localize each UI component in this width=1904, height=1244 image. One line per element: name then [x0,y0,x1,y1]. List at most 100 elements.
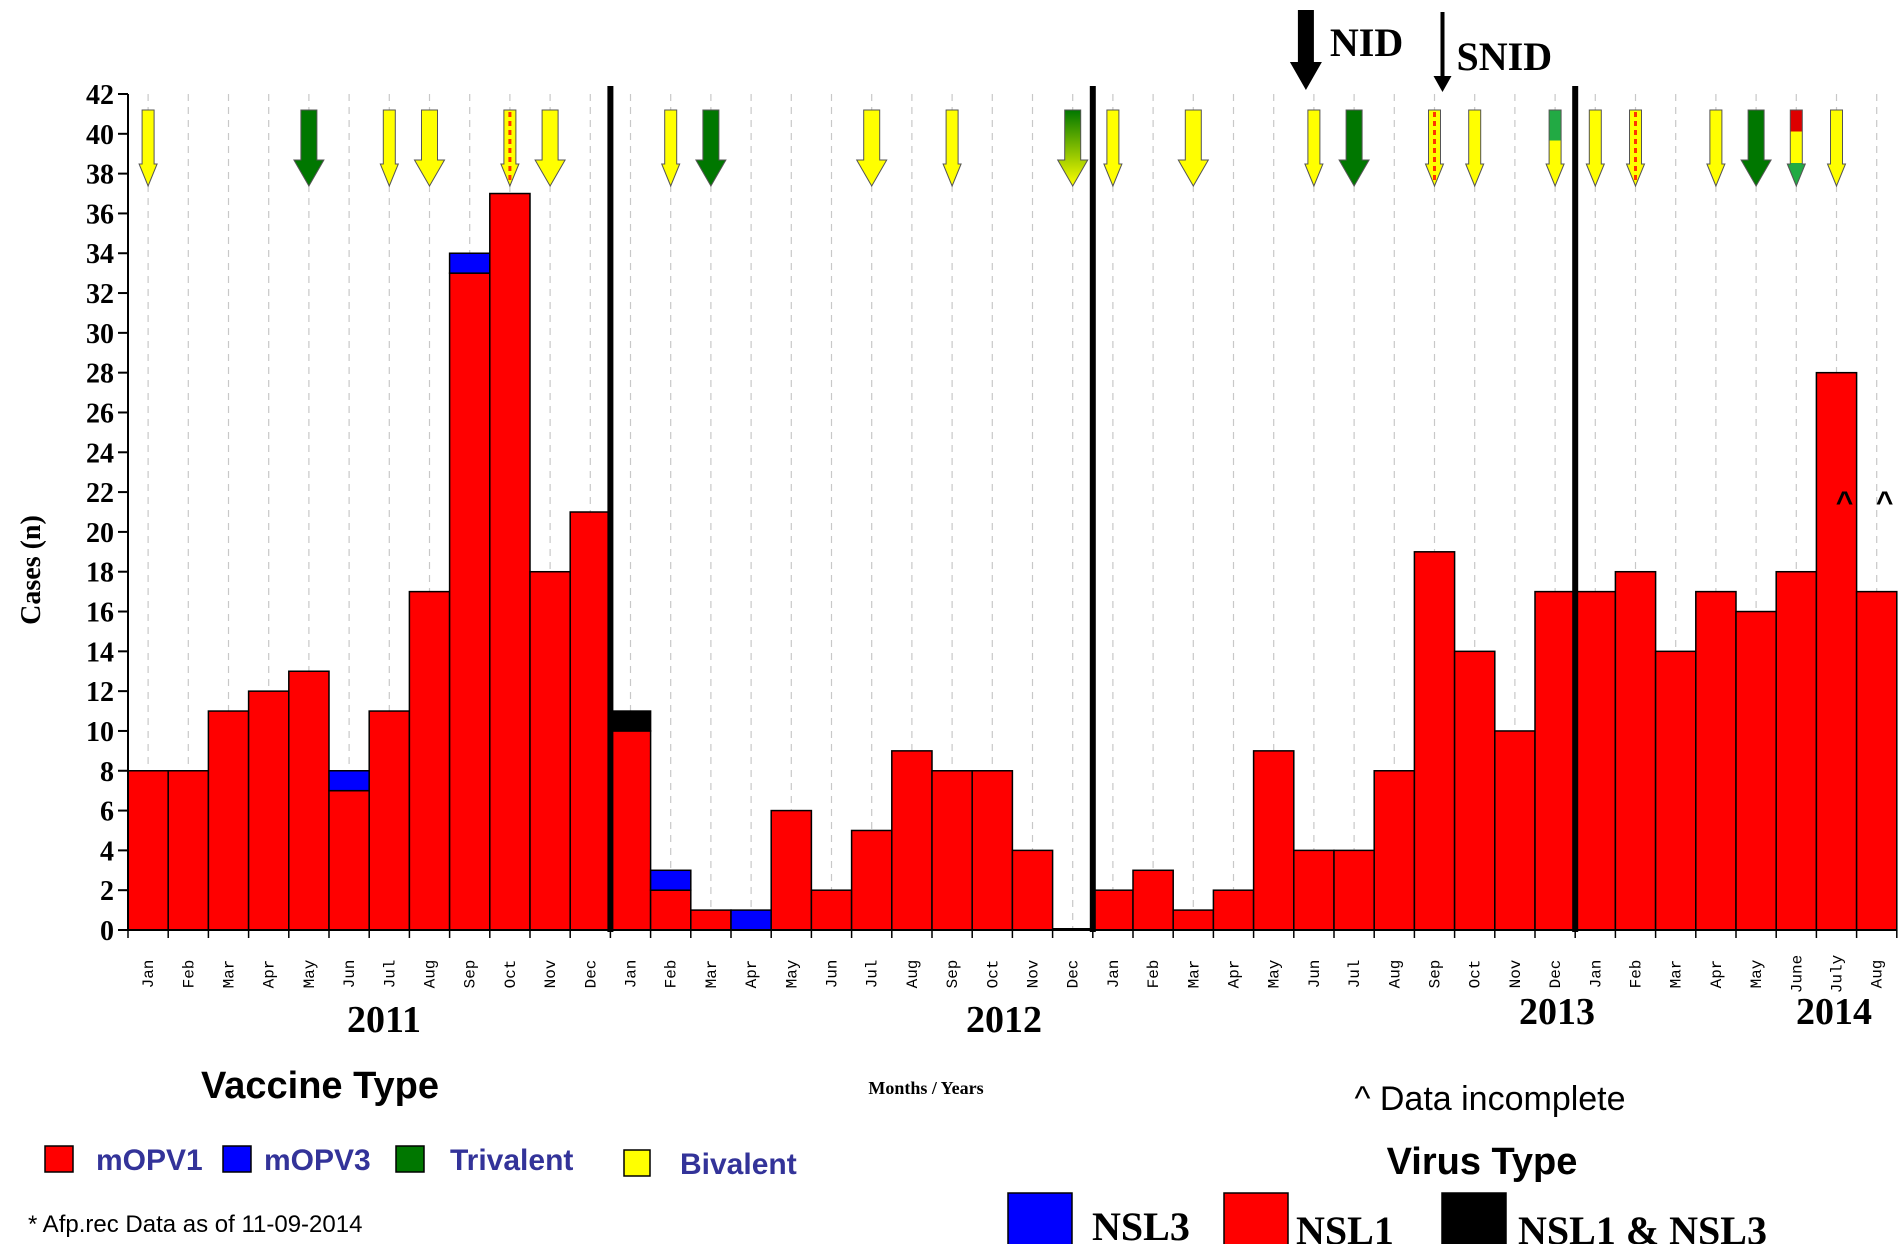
x-tick-label: May [783,959,801,988]
campaign-arrow-icon [1339,110,1369,186]
x-tick-label: Jul [381,960,399,989]
y-tick-label: 30 [86,319,114,350]
bar-nsl1 [1093,890,1133,930]
bar-nsl1 [651,890,691,930]
bar-nsl1-nsl3 [610,711,650,731]
campaign-arrow-icon [139,110,157,186]
campaign-arrow-icon [535,110,565,186]
y-tick-label: 10 [86,717,114,748]
x-tick-label: Apr [743,960,761,989]
bar-nsl1 [289,671,329,930]
x-tick-label: Jan [623,960,641,989]
campaign-arrow-icon [1305,110,1323,186]
bar-nsl1 [691,910,731,930]
y-tick-label: 28 [86,359,114,390]
legend-swatch-trivalent [396,1146,424,1172]
legend-swatch-nsl1-nsl3 [1442,1193,1506,1244]
campaign-arrow-icon [1058,110,1088,186]
y-tick-label: 26 [86,398,114,429]
incomplete-markers: ^ ^ [1836,486,1894,519]
x-tick-label: Dec [582,960,600,989]
x-tick-label: May [1266,959,1284,988]
snid-label: SNID [1457,34,1553,79]
incomplete-note: ^ Data incomplete [1354,1080,1625,1118]
y-tick-label: 20 [86,518,114,549]
bar-nsl1 [1656,651,1696,930]
year-label-2013: 2013 [1519,991,1595,1033]
bar-nsl1 [1173,910,1213,930]
legend-label-nsl1-nsl3: NSL1 & NSL3 [1518,1208,1767,1244]
y-tick-label: 38 [86,160,114,191]
x-tick-label: Jul [1346,960,1364,989]
campaign-arrow-icon [1586,110,1604,186]
bar-nsl1 [570,512,610,930]
x-tick-label: Feb [663,960,681,989]
x-tick-label: Nov [542,959,560,988]
legend-swatch-mopv1 [45,1146,73,1172]
bar-nsl1 [1455,651,1495,930]
legend-label-trivalent: Trivalent [450,1144,573,1177]
x-tick-label: Sep [462,960,480,989]
bar-nsl1 [1213,890,1253,930]
x-tick-label: Apr [1708,960,1726,989]
y-tick-label: 36 [86,199,114,230]
bar-nsl1 [1696,592,1736,930]
bar-nsl1 [249,691,289,930]
source-note: * Afp.rec Data as of 11-09-2014 [28,1211,362,1238]
bar-nsl1 [1334,850,1374,930]
campaign-arrow-icon [1787,110,1805,186]
x-axis-ticks: Jan Feb Mar Apr May Jun Jul Aug Sep Oct Nov Dec Jan F… [128,930,1897,993]
x-tick-label: May [301,959,319,988]
y-tick-label: 40 [86,120,114,151]
bar-nsl1 [409,592,449,930]
bar-nsl1 [1736,612,1776,930]
campaign-arrow-icon [662,110,680,186]
x-tick-label: Mar [703,960,721,989]
y-tick-label: 32 [86,279,114,310]
y-tick-label: 6 [100,797,114,828]
y-axis-ticks: 024681012141618202224262830323436384042 [86,80,128,947]
x-tick-label: Aug [1386,960,1404,989]
bar-nsl1 [1374,771,1414,930]
bar-nsl1 [610,731,650,930]
legend-label-mopv3: mOPV3 [264,1144,371,1177]
y-axis-label: Cases (n) [16,515,47,625]
x-tick-label: Aug [422,960,440,989]
bar-nsl1 [1133,870,1173,930]
campaign-arrow-icon [1104,110,1122,186]
bar-nsl1 [369,711,409,930]
campaign-arrow-icon [380,110,398,186]
x-tick-label: Feb [1145,960,1163,989]
y-tick-label: 24 [86,438,114,469]
campaign-arrow-icon [1828,110,1846,186]
bar-nsl3 [450,253,490,273]
bar-nsl1 [1535,592,1575,930]
y-tick-label: 14 [86,637,114,668]
bars [128,194,1897,930]
x-tick-label: Apr [1226,960,1244,989]
bar-nsl1 [490,194,530,930]
x-tick-label: Oct [502,960,520,989]
campaign-arrow-icon [415,110,445,186]
bar-nsl1 [892,751,932,930]
x-tick-label: Apr [261,960,279,989]
bar-nsl1 [530,572,570,930]
x-tick-label: July [1829,954,1847,993]
x-tick-label: Sep [1427,960,1445,989]
x-tick-label: Dec [1547,960,1565,989]
x-axis-label: Months / Years [868,1078,983,1098]
x-tick-label: May [1748,959,1766,988]
x-tick-label: Aug [904,960,922,989]
y-tick-label: 42 [86,80,114,111]
legend-swatch-bivalent [624,1150,650,1176]
campaign-arrow-icon [1178,110,1208,186]
x-tick-label: Jun [341,960,359,989]
legend-swatch-mopv3 [223,1146,251,1172]
bar-nsl1 [811,890,851,930]
campaign-arrow-icon [1466,110,1484,186]
incomplete-marker: ^ [1836,486,1854,519]
campaign-arrow-icon [294,110,324,186]
bar-nsl1 [1857,592,1897,930]
y-tick-label: 34 [86,239,114,270]
